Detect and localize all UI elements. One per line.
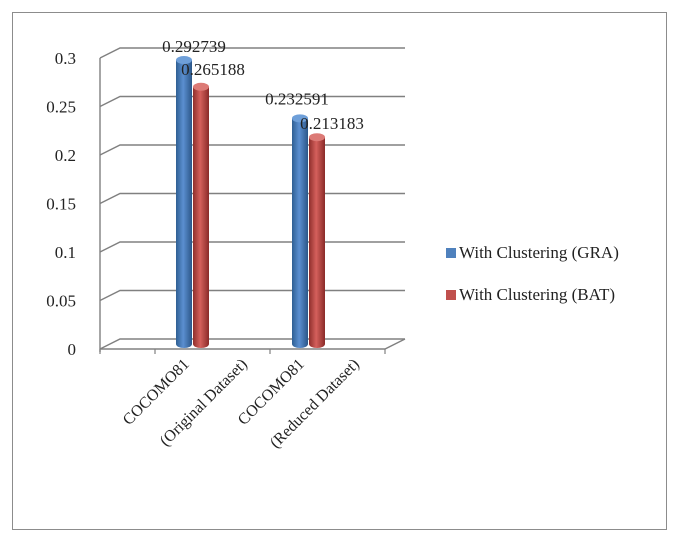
gridline — [99, 95, 405, 108]
gridline — [99, 47, 405, 59]
data-label: 0.265188 — [181, 60, 245, 79]
y-tick-label: 0.3 — [55, 49, 76, 68]
y-tick-label: 0.2 — [55, 146, 76, 165]
legend-label: With Clustering (GRA) — [459, 243, 619, 262]
chart-frame — [12, 12, 667, 530]
bar-top — [292, 114, 308, 123]
gridline — [99, 338, 405, 350]
legend-swatch — [446, 248, 456, 258]
bar — [292, 118, 308, 349]
bar — [309, 137, 325, 348]
gridline — [99, 241, 405, 253]
gridline — [99, 192, 405, 205]
gridline — [99, 289, 405, 302]
data-label: 0.292739 — [162, 37, 226, 56]
category-labels: COCOMO81(Original Dataset)COCOMO81(Reduc… — [120, 356, 363, 452]
y-tick-label: 0.1 — [55, 243, 76, 262]
bar — [176, 60, 192, 348]
bars — [176, 56, 325, 349]
legend-swatch — [446, 290, 456, 300]
bar-top — [176, 56, 192, 65]
y-tick-label: 0.15 — [46, 195, 76, 214]
x-axis — [100, 338, 406, 350]
legend-label: With Clustering (BAT) — [459, 285, 615, 304]
data-label: 0.232591 — [265, 89, 329, 108]
y-tick-label: 0 — [68, 340, 77, 359]
legend: With Clustering (GRA) With Clustering (BA… — [446, 243, 619, 304]
gridlines — [99, 47, 405, 350]
bar-top — [193, 82, 209, 91]
axes: 0 0.05 0.1 0.15 0.2 0.25 0.3 — [46, 49, 406, 359]
gridline — [99, 144, 405, 156]
data-labels: 0.292739 0.265188 0.232591 0.213183 — [162, 37, 364, 133]
y-tick-label: 0.05 — [46, 292, 76, 311]
data-label: 0.213183 — [300, 114, 364, 133]
y-tick-label: 0.25 — [46, 98, 76, 117]
bar — [193, 86, 209, 348]
bar-top — [309, 133, 325, 142]
